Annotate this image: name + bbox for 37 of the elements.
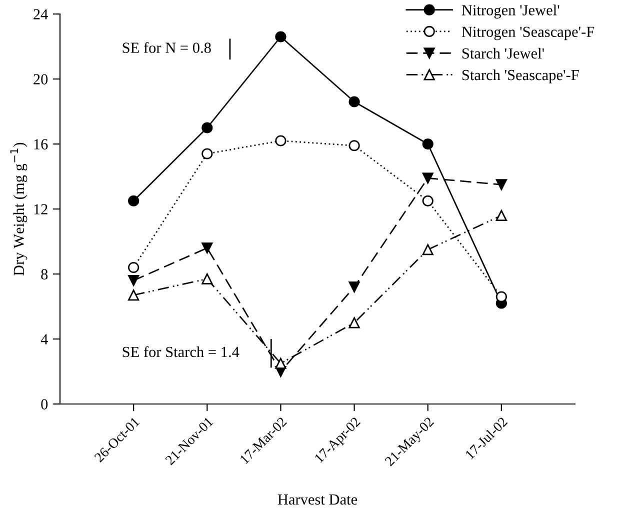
legend-label: Starch 'Seascape'-F [462,69,579,84]
point [422,195,434,206]
point [128,262,140,274]
point [128,195,140,206]
x-axis-title: Harvest Date [278,494,358,505]
y-tick-label: 16 [34,139,48,150]
point [422,138,434,150]
point [496,291,507,302]
point [202,273,213,284]
y-axis-title: Dry Weight (mg g$^{−1}$) [10,142,28,276]
point [496,210,507,222]
point [275,135,286,146]
point [422,172,434,184]
point [202,148,213,160]
point [275,31,286,42]
point [422,244,434,256]
y-tick-label: 24 [34,9,48,20]
legend-label: Starch 'Jewel' [462,48,544,59]
point [128,290,140,301]
annotation: SE for Starch = 1.4 [122,346,240,358]
y-tick-label: 8 [41,269,48,280]
point [348,317,360,328]
point [128,274,140,286]
annotation: SE for N = 0.8 [122,42,211,53]
legend-label: Nitrogen 'Seascape'-F [462,26,594,40]
point [348,96,360,108]
y-tick-label: 4 [40,334,48,344]
y-tick-label: 0 [41,399,48,410]
point [496,179,507,190]
legend-label: Nitrogen 'Jewel' [462,4,560,18]
point [202,122,213,134]
point [348,140,360,152]
y-tick-label: 12 [34,204,48,214]
y-tick-label: 20 [34,74,48,84]
point [275,358,286,369]
point [202,242,213,254]
point [348,281,360,293]
